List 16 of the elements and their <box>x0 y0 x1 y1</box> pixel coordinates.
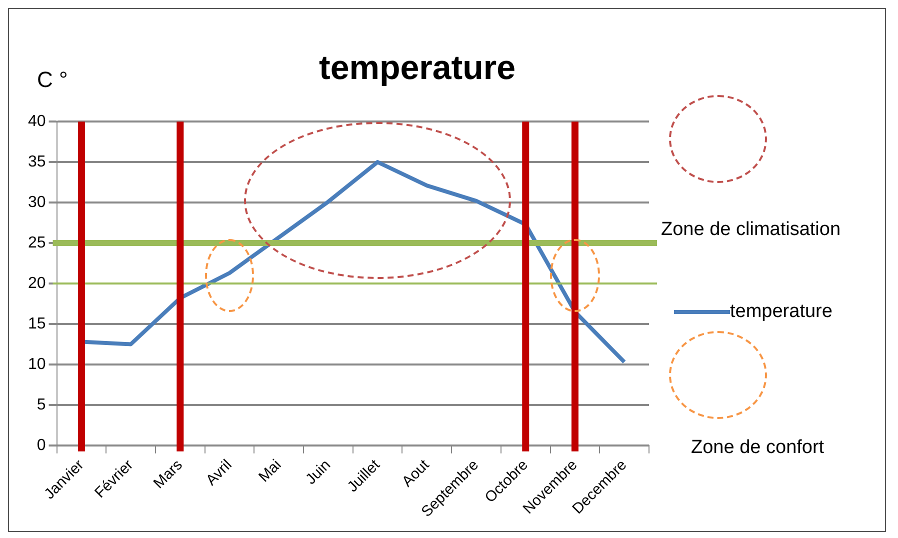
legend-label: temperature <box>730 301 832 323</box>
text: Zone de confort <box>691 437 824 459</box>
chart-title: temperature <box>319 49 516 88</box>
x-tick-label: Juin <box>302 456 334 488</box>
y-tick-label: 35 <box>28 153 46 170</box>
y-axis-title: C ° <box>37 67 68 93</box>
text: Zone de climatisation <box>661 219 841 241</box>
y-tick-label: 25 <box>28 234 46 252</box>
y-tick-label: 5 <box>36 396 46 414</box>
y-tick-label: 30 <box>28 194 46 211</box>
y-tick-label: 10 <box>28 356 46 373</box>
y-tick-label: 0 <box>36 436 46 454</box>
x-tick-label: Mai <box>256 456 285 486</box>
y-tick-label: 15 <box>28 315 46 332</box>
y-tick-label: 40 <box>28 113 46 130</box>
y-tick-label: 20 <box>28 274 46 292</box>
